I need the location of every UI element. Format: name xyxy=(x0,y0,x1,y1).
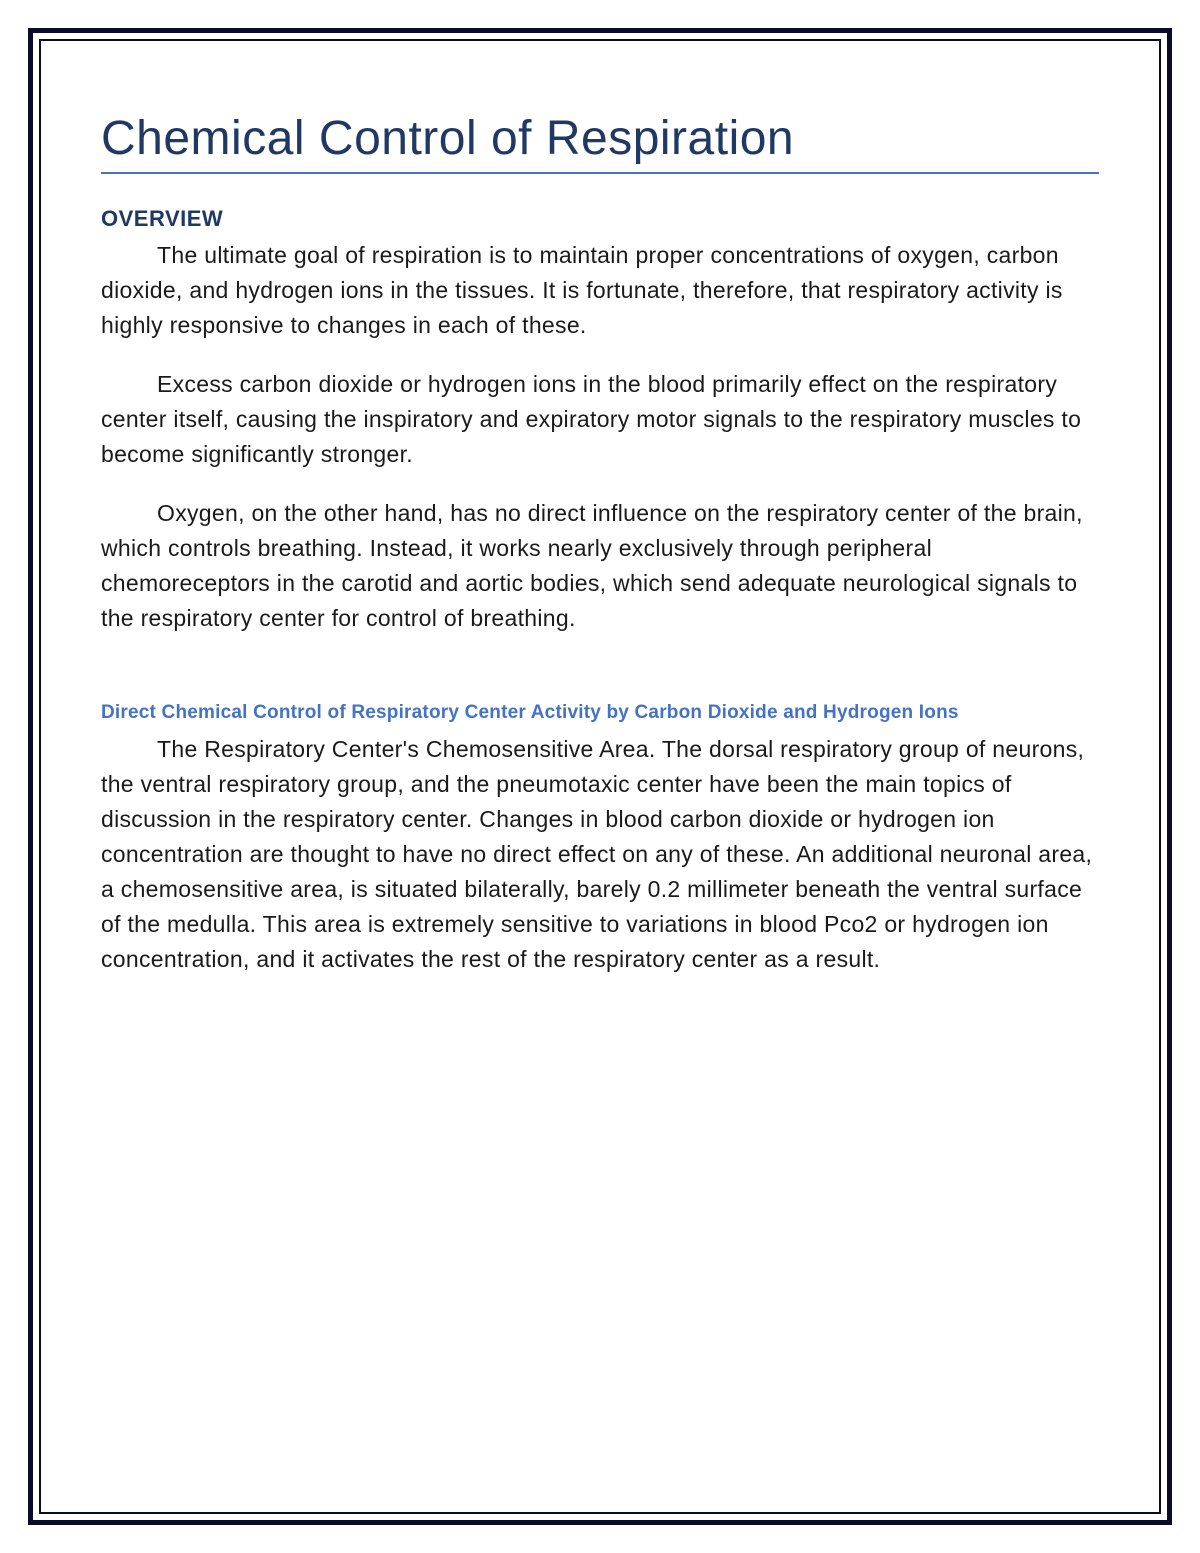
section-spacer xyxy=(101,660,1099,700)
page-outer-border: Chemical Control of Respiration OVERVIEW… xyxy=(28,28,1172,1525)
section-heading-overview: OVERVIEW xyxy=(101,206,1099,232)
page-inner-border: Chemical Control of Respiration OVERVIEW… xyxy=(39,39,1161,1514)
overview-paragraph-2: Excess carbon dioxide or hydrogen ions i… xyxy=(101,367,1099,472)
overview-paragraph-1: The ultimate goal of respiration is to m… xyxy=(101,238,1099,343)
subsection-heading: Direct Chemical Control of Respiratory C… xyxy=(101,700,1099,727)
subsection-paragraph-1: The Respiratory Center's Chemosensitive … xyxy=(101,732,1099,977)
document-title: Chemical Control of Respiration xyxy=(101,111,1099,174)
overview-paragraph-3: Oxygen, on the other hand, has no direct… xyxy=(101,496,1099,636)
